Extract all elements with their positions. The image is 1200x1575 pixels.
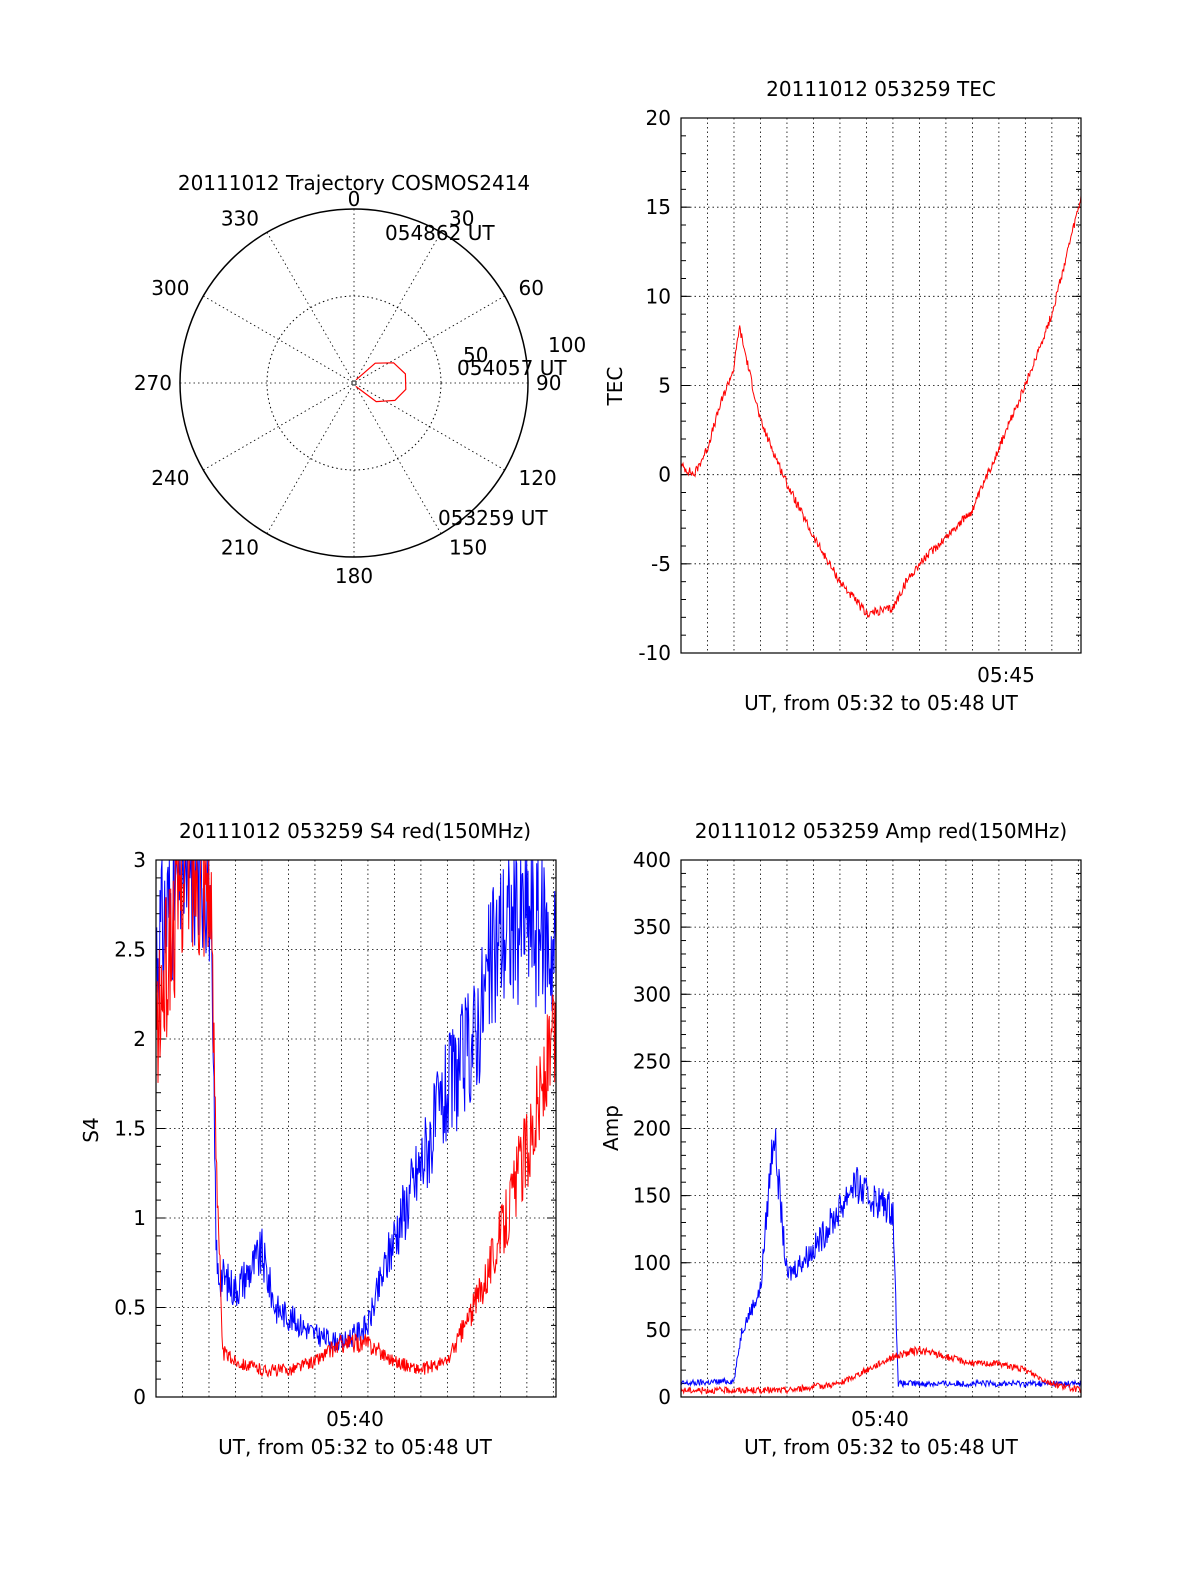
- tec-x-tick-label: 05:45: [977, 663, 1035, 687]
- polar-angle-label: 60: [519, 276, 544, 300]
- polar-panel: 20111012 Trajectory COSMOS2414 0 30 60 90 12…: [134, 171, 586, 588]
- s4-y-tick-label: 2.5: [114, 938, 146, 962]
- amp-y-tick-label: 400: [633, 848, 671, 872]
- amp-series: [680, 1128, 1082, 1396]
- amp-y-tick-label: 0: [658, 1385, 671, 1409]
- amp-y-label: Amp: [599, 1105, 623, 1151]
- polar-angle-labels: 0 30 60 90 120 150 180 210 240 270 300 330: [134, 187, 562, 588]
- amp-y-tick-label: 100: [633, 1251, 671, 1275]
- tec-x-label: UT, from 05:32 to 05:48 UT: [744, 691, 1019, 715]
- tec-series: [680, 195, 1082, 618]
- polar-grid: [179, 208, 529, 558]
- amp-panel: 20111012 053259 Amp red(150MHz) 0 50 100 15…: [599, 819, 1082, 1459]
- polar-title: 20111012 Trajectory COSMOS2414: [178, 171, 530, 195]
- tec-y-tick-label: 20: [646, 106, 671, 130]
- polar-angle-label: 300: [151, 276, 189, 300]
- trajectory-mid-label: 054057 UT: [457, 356, 567, 380]
- tec-y-tick-label: -10: [638, 641, 671, 665]
- amp-series-line: [680, 1345, 1082, 1396]
- tec-title: 20111012 053259 TEC: [766, 77, 996, 101]
- polar-angle-label: 270: [134, 371, 172, 395]
- polar-angle-label: 210: [221, 536, 259, 560]
- tec-grid: [681, 118, 1081, 653]
- trajectory-end-label: 054862 UT: [385, 221, 495, 245]
- amp-x-label: UT, from 05:32 to 05:48 UT: [744, 1435, 1019, 1459]
- amp-y-tick-label: 250: [633, 1049, 671, 1073]
- trajectory-start-label: 053259 UT: [438, 506, 548, 530]
- s4-plot-frame: [155, 859, 557, 1398]
- amp-x-tick-label: 05:40: [851, 1407, 909, 1431]
- s4-series-line: [155, 859, 557, 1378]
- s4-y-tick-label: 1.5: [114, 1117, 146, 1141]
- polar-angle-label: 180: [335, 564, 373, 588]
- polar-radial-label: 100: [548, 333, 586, 357]
- amp-y-tick-label: 200: [633, 1117, 671, 1141]
- trajectory-line: [355, 362, 407, 403]
- tec-series-line: [680, 195, 1082, 618]
- tec-y-tick-label: 10: [646, 284, 671, 308]
- s4-panel: 20111012 053259 S4 red(150MHz) 0 0.5 1 1.5 2…: [79, 819, 557, 1459]
- polar-outer-circle: [179, 208, 529, 558]
- s4-y-tick-label: 2: [133, 1027, 146, 1051]
- polar-angle-label: 90: [536, 371, 561, 395]
- amp-title: 20111012 053259 Amp red(150MHz): [695, 819, 1067, 843]
- s4-x-label: UT, from 05:32 to 05:48 UT: [218, 1435, 493, 1459]
- s4-y-tick-label: 1: [133, 1206, 146, 1230]
- tec-y-tick-label: -5: [651, 552, 671, 576]
- polar-angle-label: 240: [151, 466, 189, 490]
- polar-angle-label: 330: [221, 206, 259, 230]
- amp-series-line: [680, 1128, 1082, 1389]
- polar-angle-label: 30: [449, 206, 474, 230]
- amp-y-tick-label: 150: [633, 1184, 671, 1208]
- tec-y-tick-label: 0: [658, 463, 671, 487]
- s4-series-line: [155, 859, 557, 1352]
- polar-angle-label: 120: [519, 466, 557, 490]
- tec-y-ticks: -10 -5 0 5 10 15 20: [638, 106, 1081, 665]
- tec-y-tick-label: 15: [646, 195, 671, 219]
- s4-y-ticks: 0 0.5 1 1.5 2 2.5 3: [114, 848, 556, 1409]
- s4-title: 20111012 053259 S4 red(150MHz): [179, 819, 531, 843]
- amp-y-tick-label: 350: [633, 915, 671, 939]
- amp-grid: [681, 860, 1081, 1397]
- amp-plot-frame: [680, 859, 1082, 1398]
- polar-angle-label: 0: [348, 187, 361, 211]
- s4-y-label: S4: [79, 1117, 103, 1142]
- s4-y-tick-label: 0: [133, 1385, 146, 1409]
- amp-y-tick-label: 300: [633, 982, 671, 1006]
- s4-y-tick-label: 0.5: [114, 1296, 146, 1320]
- tec-y-tick-label: 5: [658, 374, 671, 398]
- tec-plot-frame: [680, 117, 1082, 654]
- polar-radial-label: 50: [463, 343, 488, 367]
- s4-x-tick-label: 05:40: [326, 1407, 384, 1431]
- amp-y-tick-label: 50: [646, 1318, 671, 1342]
- polar-angle-label: 150: [449, 536, 487, 560]
- s4-series: [155, 859, 557, 1378]
- tec-y-label: TEC: [603, 367, 627, 407]
- s4-y-tick-label: 3: [133, 848, 146, 872]
